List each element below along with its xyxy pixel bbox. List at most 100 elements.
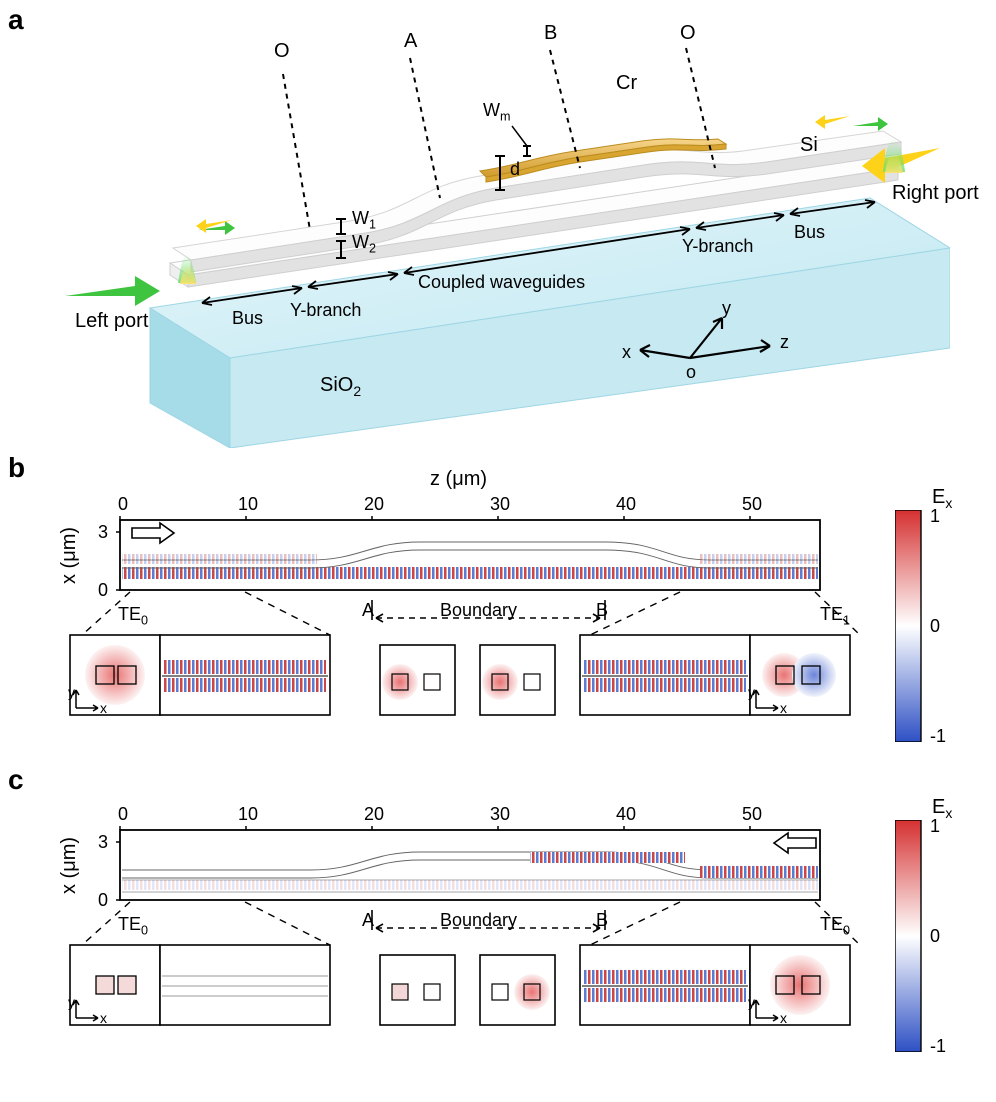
c-field-bus-faint xyxy=(122,880,818,890)
lbl-W1: W1 xyxy=(352,208,376,232)
c-cb-m1: -1 xyxy=(930,1036,946,1057)
c-xt-40: 40 xyxy=(612,804,640,825)
b-miniR-y: y xyxy=(748,684,755,700)
arrow-left-in xyxy=(65,276,160,306)
b-inset-R-longi-bot xyxy=(584,678,746,692)
lbl-left-port: Left port xyxy=(75,310,148,333)
b-TE0: TE0 xyxy=(118,604,148,628)
lbl-right-port: Right port xyxy=(892,182,979,205)
b-upper-field-left xyxy=(122,554,317,564)
lbl-W2: W2 xyxy=(352,232,376,256)
arrow-right-small-yellow xyxy=(815,115,850,129)
c-miniL-x: x xyxy=(100,1010,107,1026)
panel-b-svg xyxy=(60,490,880,770)
b-TE1: TE1 xyxy=(820,604,850,628)
c-colorbar xyxy=(895,820,925,1052)
wm-leader xyxy=(512,126,527,146)
b-xt-0: 0 xyxy=(113,494,133,515)
span-Ybranch2: Y-branch xyxy=(682,236,753,257)
b-miniR-x: x xyxy=(780,700,787,716)
c-insetA-w1 xyxy=(392,984,408,1000)
lbl-A: A xyxy=(404,30,417,53)
b-B: B xyxy=(596,600,608,621)
panel-c-svg xyxy=(60,800,880,1080)
b-yt-3: 3 xyxy=(98,522,108,543)
b-inset-L-longi xyxy=(160,635,330,715)
c-xt-10: 10 xyxy=(234,804,262,825)
span-Ybranch: Y-branch xyxy=(290,300,361,321)
b-miniL-y: y xyxy=(68,684,75,700)
c-inset-R-longi xyxy=(580,945,750,1025)
c-xt-20: 20 xyxy=(360,804,388,825)
b-xt-40: 40 xyxy=(612,494,640,515)
b-inset-R-longi-top xyxy=(584,660,746,674)
section-B xyxy=(550,50,580,168)
b-inset-R-longi xyxy=(580,635,750,715)
lbl-d: d xyxy=(510,159,520,180)
lbl-Wm: Wm xyxy=(483,100,511,124)
c-TE0-left: TE0 xyxy=(118,914,148,938)
c-Boundary: Boundary xyxy=(440,910,517,931)
b-inset-L-longi-top xyxy=(164,660,326,674)
span-Coupled: Coupled waveguides xyxy=(418,272,585,293)
ax-z: z xyxy=(780,332,789,353)
c-inset-L-longi xyxy=(160,945,330,1025)
c-inset-A xyxy=(380,955,455,1025)
c-TE0-right: TE0 xyxy=(820,914,850,938)
c-cb-1: 1 xyxy=(930,816,940,837)
lbl-O-right: O xyxy=(680,22,696,45)
c-xt-50: 50 xyxy=(738,804,766,825)
lbl-Cr: Cr xyxy=(616,72,637,95)
b-x-axis-label: x (μm) xyxy=(58,527,81,584)
b-miniL-x: x xyxy=(100,700,107,716)
section-O-left xyxy=(283,74,310,230)
c-miniR-y: y xyxy=(748,994,755,1010)
lbl-Si: Si xyxy=(800,134,818,157)
c-inset-R-mode xyxy=(770,955,830,1015)
b-xt-30: 30 xyxy=(486,494,514,515)
ax-x: x xyxy=(622,342,631,363)
c-B: B xyxy=(596,910,608,931)
b-yt-0: 0 xyxy=(98,580,108,601)
b-field-bus xyxy=(122,567,818,579)
c-inset-R-longi-bot xyxy=(584,988,746,1002)
b-A: A xyxy=(362,600,374,621)
b-xt-50: 50 xyxy=(738,494,766,515)
b-xt-20: 20 xyxy=(360,494,388,515)
c-inset-B-mode xyxy=(514,974,550,1010)
c-inset-R-longi-top xyxy=(584,970,746,984)
span-Bus2: Bus xyxy=(794,222,825,243)
ax-y: y xyxy=(722,298,731,319)
ax-o: o xyxy=(686,362,696,383)
c-inset-L-xs xyxy=(70,945,160,1025)
c-yt-3: 3 xyxy=(98,832,108,853)
b-Boundary: Boundary xyxy=(440,600,517,621)
b-cb-0: 0 xyxy=(930,616,940,637)
b-colorbar xyxy=(895,510,925,742)
b-inset-R-blue xyxy=(792,653,836,697)
section-A xyxy=(410,58,440,198)
lbl-O-left: O xyxy=(274,40,290,63)
b-cb-1: 1 xyxy=(930,506,940,527)
b-cb-m1: -1 xyxy=(930,726,946,747)
c-xt-0: 0 xyxy=(113,804,133,825)
c-insetL-wg1 xyxy=(96,976,114,994)
b-upper-field-right xyxy=(700,554,818,564)
b-inset-B-mode xyxy=(482,664,518,700)
c-A: A xyxy=(362,910,374,931)
span-Bus: Bus xyxy=(232,308,263,329)
c-miniR-x: x xyxy=(780,1010,787,1026)
c-x-axis-label: x (μm) xyxy=(58,837,81,894)
b-xt-10: 10 xyxy=(234,494,262,515)
lbl-B: B xyxy=(544,22,557,45)
c-field-right-bus xyxy=(700,866,818,878)
c-xt-30: 30 xyxy=(486,804,514,825)
c-insetL-wg2 xyxy=(118,976,136,994)
c-field-upper-bump xyxy=(530,852,685,863)
figure-root: a b c xyxy=(0,0,996,1102)
c-miniL-y: y xyxy=(68,994,75,1010)
arrow-right-small-green xyxy=(853,117,888,131)
b-z-label: z (μm) xyxy=(430,468,487,491)
lbl-SiO2: SiO2 xyxy=(320,374,361,399)
b-inset-A-mode xyxy=(382,664,418,700)
